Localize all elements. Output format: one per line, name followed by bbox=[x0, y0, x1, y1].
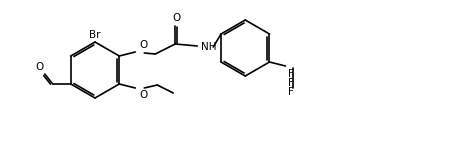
Text: O: O bbox=[139, 40, 147, 50]
Text: O: O bbox=[172, 13, 180, 23]
Text: F: F bbox=[288, 78, 294, 88]
Text: NH: NH bbox=[201, 42, 216, 52]
Text: F: F bbox=[288, 69, 294, 79]
Text: O: O bbox=[139, 90, 147, 100]
Text: O: O bbox=[36, 62, 44, 72]
Text: Br: Br bbox=[89, 30, 100, 40]
Text: F: F bbox=[288, 87, 294, 97]
